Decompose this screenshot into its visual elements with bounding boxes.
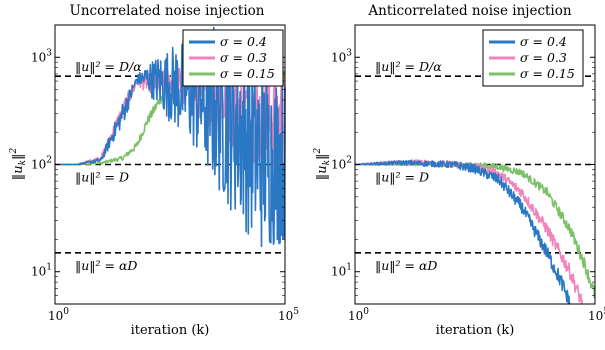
series-line — [354, 160, 571, 305]
legend-label: σ = 0.15 — [520, 66, 575, 81]
x-tick-label: 100 — [48, 307, 69, 323]
reference-line-label: ‖u‖² = D/α — [375, 59, 442, 74]
x-tick-label: 100 — [348, 307, 369, 323]
panel-uncorrelated: Uncorrelated noise injection 101 102 103 10… — [9, 3, 299, 338]
x-axis-label-text: iteration (k) — [436, 323, 515, 338]
legend-label: σ = 0.3 — [520, 50, 567, 65]
reference-line-label: ‖u‖² = D — [375, 170, 429, 185]
legend: σ = 0.4σ = 0.3σ = 0.15 — [482, 29, 584, 87]
legend-label: σ = 0.15 — [220, 66, 275, 81]
legend: σ = 0.4σ = 0.3σ = 0.15 — [182, 29, 284, 87]
legend-label: σ = 0.3 — [220, 50, 267, 65]
x-axis-label: iteration (k) — [436, 323, 515, 338]
x-axis-label-text: iteration (k) — [131, 323, 210, 338]
y-tick-label: 102 — [331, 156, 352, 172]
y-tick-label: 103 — [331, 48, 352, 64]
panel-anticorrelated: Anticorrelated noise injection 101 102 103… — [313, 3, 605, 338]
x-tick-label: 105 — [588, 307, 605, 323]
legend-label: σ = 0.4 — [220, 34, 267, 49]
series-line — [54, 26, 286, 248]
x-axis-label: iteration (k) — [131, 323, 210, 338]
reference-line-label: ‖u‖² = αD — [375, 258, 437, 273]
y-axis-label: ‖uk‖2 — [9, 147, 28, 180]
legend-label: σ = 0.4 — [520, 34, 567, 49]
chart-title: Anticorrelated noise injection — [367, 3, 571, 19]
reference-line-label: ‖u‖² = D — [75, 170, 129, 185]
y-axis-label: ‖uk‖2 — [313, 147, 332, 180]
reference-line-label: ‖u‖² = D/α — [75, 59, 142, 74]
x-tick-label: 105 — [278, 307, 299, 323]
y-tick-label: 102 — [31, 156, 52, 172]
series-group — [354, 159, 596, 305]
y-tick-label: 101 — [331, 263, 352, 279]
chart-title: Uncorrelated noise injection — [69, 3, 264, 19]
annotations: ‖u‖² = D/α ‖u‖² = D ‖u‖² = αD — [75, 59, 142, 273]
reference-line-label: ‖u‖² = αD — [75, 258, 137, 273]
y-tick-label: 103 — [31, 48, 52, 64]
annotations: ‖u‖² = D/α ‖u‖² = D ‖u‖² = αD — [375, 59, 442, 273]
y-tick-label: 101 — [31, 263, 52, 279]
